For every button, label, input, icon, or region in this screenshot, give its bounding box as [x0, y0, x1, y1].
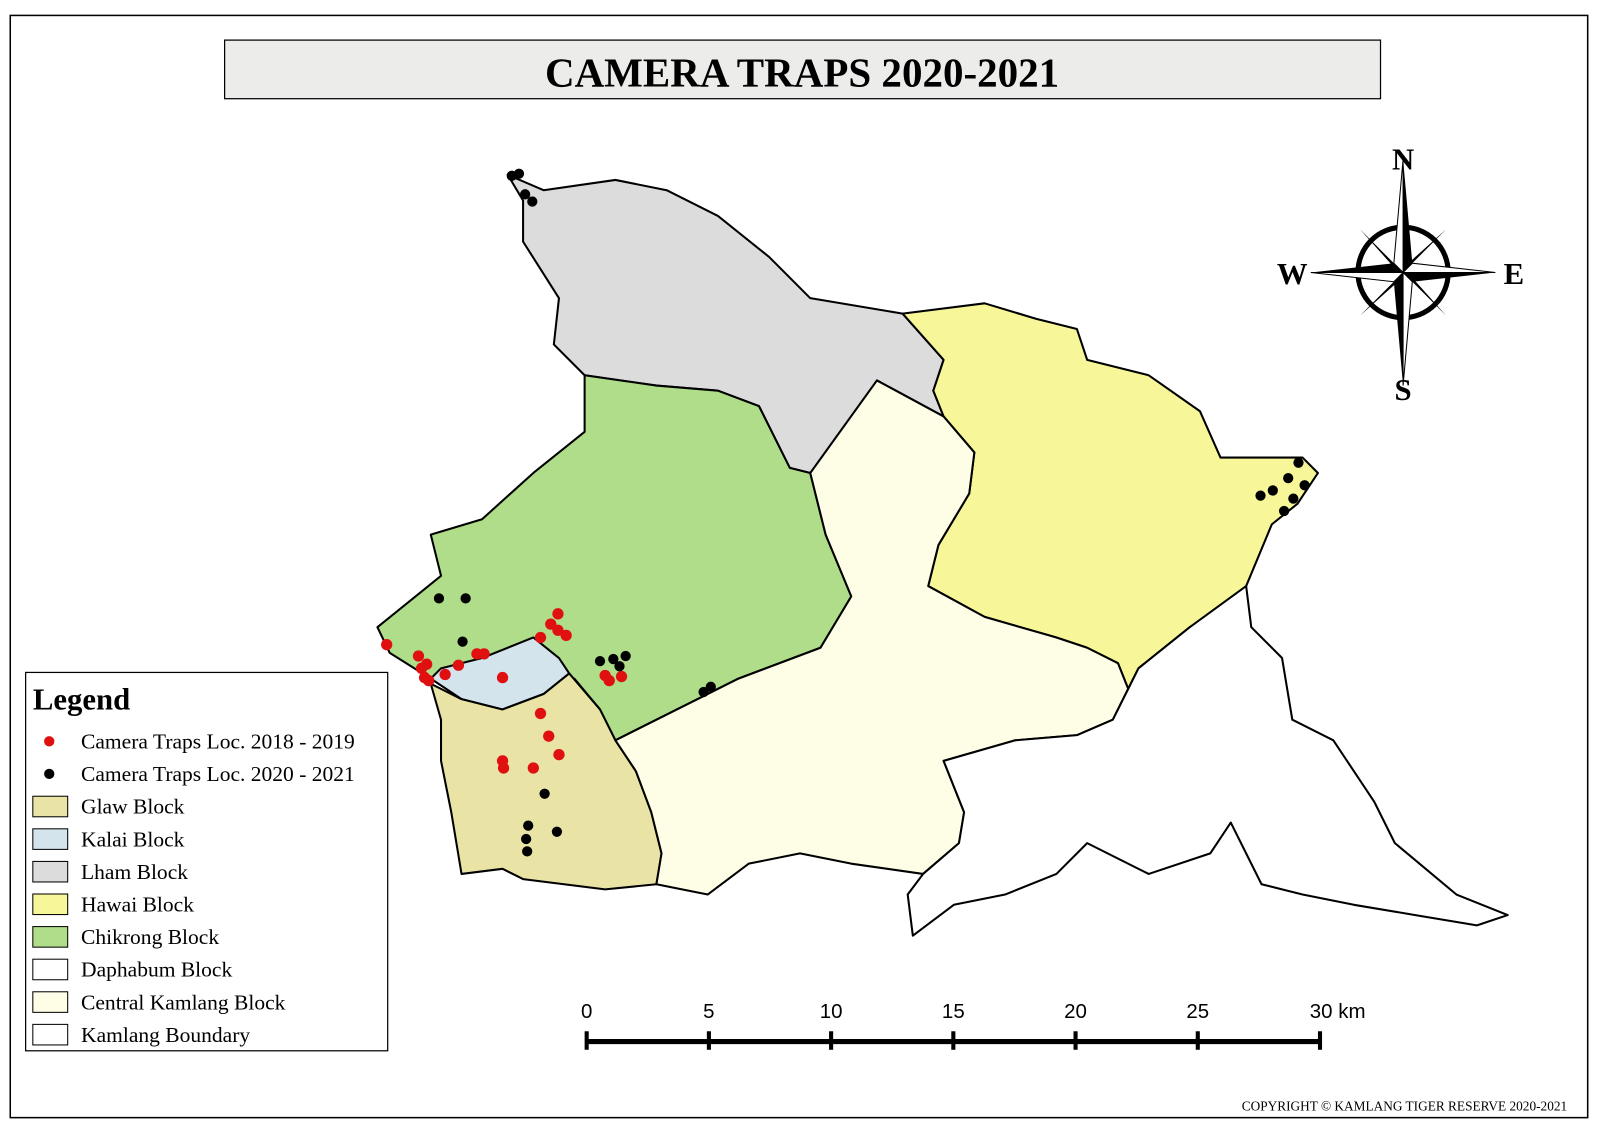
- scale-label: 0: [581, 1000, 592, 1023]
- trap-2018-2019: [478, 648, 490, 660]
- compass-s: S: [1395, 373, 1412, 407]
- trap-2018-2019: [497, 762, 510, 774]
- trap-2018-2019: [496, 671, 509, 684]
- legend-swatch: [32, 893, 69, 916]
- trap-2020-2021: [594, 655, 606, 667]
- trap-2018-2019: [603, 675, 615, 687]
- trap-2020-2021: [551, 826, 563, 837]
- title-box: [224, 39, 1382, 100]
- trap-2020-2021: [614, 661, 625, 672]
- compass: N S W E: [1277, 143, 1524, 407]
- scale-label: 10: [820, 1000, 843, 1023]
- legend-label: Daphabum Block: [81, 958, 232, 982]
- trap-2020-2021: [460, 593, 471, 604]
- camera-traps: [381, 168, 1310, 857]
- trap-2020-2021: [705, 681, 716, 692]
- compass-n: N: [1392, 143, 1414, 177]
- trap-2018-2019: [615, 670, 628, 683]
- compass-w: W: [1277, 257, 1308, 291]
- scale-label: 20: [1064, 1000, 1087, 1023]
- scale-label: 25: [1186, 1000, 1209, 1023]
- legend-label: Camera Traps Loc. 2018 - 2019: [81, 729, 355, 753]
- trap-2020-2021: [608, 653, 619, 665]
- trap-2020-2021: [521, 833, 532, 845]
- legend-label: Kalai Block: [81, 827, 185, 851]
- scale-label: 5: [703, 1000, 714, 1023]
- trap-2018-2019: [415, 662, 428, 674]
- legend-dot: [44, 736, 55, 747]
- trap-2018-2019: [423, 675, 435, 687]
- trap-2020-2021: [1299, 480, 1310, 491]
- regions: [376, 173, 1509, 937]
- legend: Legend Camera Traps Loc. 2018 - 2019 Came…: [25, 671, 389, 1052]
- trap-2018-2019: [534, 707, 547, 720]
- trap-2020-2021: [433, 593, 445, 604]
- legend-swatch: [32, 860, 69, 883]
- legend-label: Chikrong Block: [81, 925, 219, 949]
- scale-label: 30 km: [1310, 1000, 1366, 1023]
- trap-2018-2019: [553, 749, 565, 761]
- legend-label: Central Kamlang Block: [81, 990, 286, 1014]
- legend-label: Camera Traps Loc. 2020 - 2021: [81, 762, 355, 786]
- compass-e: E: [1504, 257, 1525, 291]
- scale-label: 15: [942, 1000, 965, 1023]
- trap-2018-2019: [412, 650, 425, 662]
- trap-2020-2021: [1283, 472, 1294, 484]
- trap-2020-2021: [457, 636, 468, 647]
- legend-swatch: [32, 926, 69, 948]
- scale-bar: 0 5 10 15 20 25 30 km: [581, 1000, 1366, 1050]
- trap-2018-2019: [534, 631, 547, 644]
- trap-2020-2021: [520, 189, 531, 200]
- trap-2020-2021: [522, 846, 533, 857]
- daphabum-block: [906, 585, 1509, 937]
- trap-2020-2021: [513, 168, 525, 179]
- trap-2020-2021: [539, 788, 550, 799]
- trap-2018-2019: [452, 659, 465, 671]
- trap-2020-2021: [1278, 505, 1290, 517]
- trap-2018-2019: [439, 668, 451, 681]
- trap-2020-2021: [698, 686, 709, 698]
- legend-swatch: [32, 991, 69, 1013]
- copyright: COPYRIGHT © KAMLANG TIGER RESERVE 2020-2…: [1242, 1098, 1567, 1113]
- trap-2018-2019: [381, 639, 393, 651]
- trap-2020-2021: [1288, 493, 1299, 504]
- trap-2020-2021: [1293, 457, 1304, 468]
- map-title: CAMERA TRAPS 2020-2021: [545, 49, 1059, 95]
- legend-title: Legend: [33, 682, 130, 716]
- trap-2018-2019: [552, 624, 564, 636]
- legend-swatch: [32, 958, 69, 981]
- trap-2020-2021: [1255, 490, 1266, 501]
- trap-2020-2021: [527, 196, 538, 207]
- legend-label: Glaw Block: [81, 795, 185, 819]
- legend-label: Hawai Block: [81, 892, 194, 916]
- trap-2018-2019: [552, 608, 564, 620]
- trap-2018-2019: [543, 730, 555, 742]
- trap-2018-2019: [527, 762, 539, 774]
- legend-swatch: [32, 795, 69, 818]
- legend-swatch: [32, 1023, 69, 1046]
- trap-2020-2021: [620, 650, 631, 662]
- legend-swatch: [32, 828, 69, 850]
- trap-2020-2021: [1267, 485, 1278, 496]
- legend-label: Lham Block: [81, 860, 188, 884]
- trap-2020-2021: [523, 820, 534, 831]
- legend-dot: [44, 768, 55, 780]
- trap-2018-2019: [560, 629, 572, 642]
- legend-label: Kamlang Boundary: [81, 1023, 250, 1047]
